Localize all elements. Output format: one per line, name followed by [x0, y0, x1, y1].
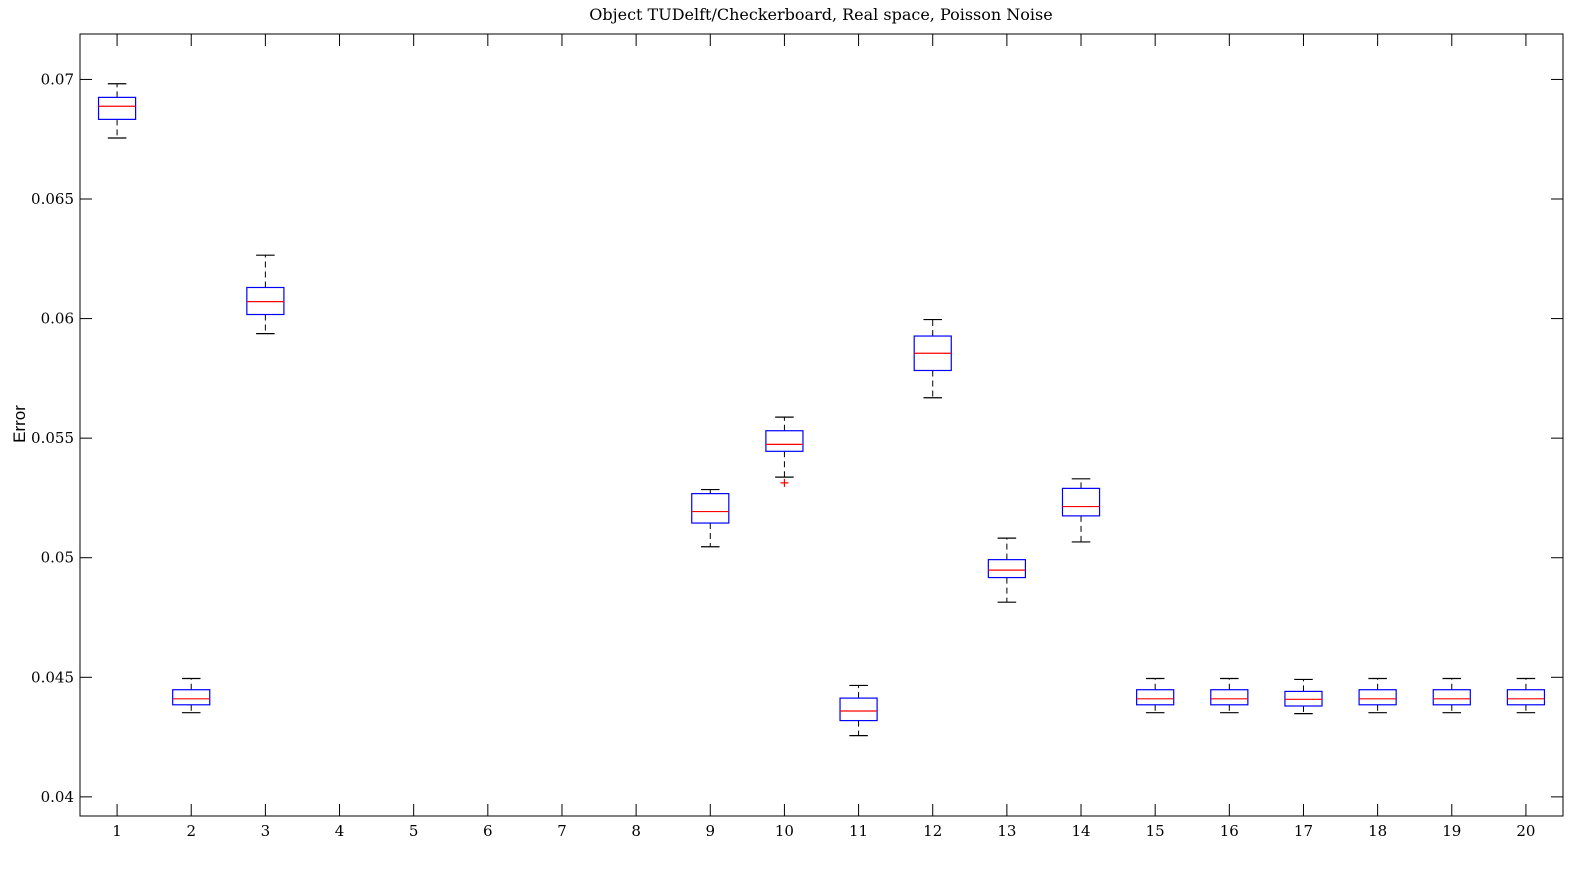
- x-tick-label: 12: [923, 822, 942, 840]
- box-iqr: [839, 697, 878, 722]
- x-tick-label: 5: [409, 822, 419, 840]
- box-iqr: [987, 559, 1027, 579]
- box-group: [246, 254, 285, 335]
- x-tick-label: 10: [775, 822, 794, 840]
- x-tick-label: 18: [1368, 822, 1387, 840]
- chart-title: Object TUDelft/Checkerboard, Real space,…: [589, 5, 1052, 24]
- box-iqr: [1210, 689, 1249, 706]
- y-tick-label: 0.045: [31, 668, 74, 686]
- box-group: [1432, 677, 1471, 714]
- box-group: [691, 488, 730, 548]
- box-group: [1284, 678, 1323, 715]
- box-iqr: [172, 689, 211, 706]
- y-tick-label: 0.065: [31, 190, 74, 208]
- x-tick-label: 1: [112, 822, 122, 840]
- box-group: [839, 684, 878, 737]
- box-iqr: [765, 430, 804, 452]
- x-tick-label: 9: [706, 822, 716, 840]
- x-tick-label: 8: [631, 822, 641, 840]
- y-tick-label: 0.06: [41, 310, 74, 328]
- y-tick-label: 0.07: [41, 70, 74, 88]
- boxes-layer: [97, 83, 1546, 737]
- y-tick-label: 0.055: [31, 429, 74, 447]
- x-tick-label: 20: [1516, 822, 1535, 840]
- box-group: [1136, 677, 1175, 714]
- box-iqr: [1136, 689, 1175, 706]
- box-group: [765, 416, 804, 487]
- box-group: [1506, 677, 1546, 714]
- x-tick-label: 7: [557, 822, 567, 840]
- box-group: [913, 318, 952, 399]
- box-group: [97, 83, 137, 139]
- x-tick-label: 16: [1220, 822, 1239, 840]
- box-group: [987, 537, 1027, 603]
- x-tick-label: 2: [186, 822, 196, 840]
- box-iqr: [97, 96, 137, 120]
- box-iqr: [1506, 689, 1546, 706]
- outlier-marker: [780, 478, 789, 487]
- box-iqr: [1358, 689, 1397, 706]
- x-tick-label: 15: [1146, 822, 1165, 840]
- x-tick-label: 19: [1442, 822, 1461, 840]
- y-axis-label: Error: [10, 405, 29, 443]
- x-tick-label: 3: [261, 822, 271, 840]
- x-tick-label: 4: [335, 822, 345, 840]
- box-iqr: [1432, 689, 1471, 706]
- x-tick-label: 13: [997, 822, 1016, 840]
- x-tick-label: 6: [483, 822, 493, 840]
- box-iqr: [1061, 487, 1101, 517]
- plot-area-frame: [79, 33, 1564, 817]
- x-tick-label: 11: [849, 822, 868, 840]
- box-group: [172, 677, 211, 714]
- box-iqr: [691, 493, 730, 524]
- y-tick-label: 0.04: [41, 788, 74, 806]
- box-group: [1061, 478, 1101, 543]
- box-group: [1210, 677, 1249, 714]
- y-tick-label: 0.05: [41, 549, 74, 567]
- box-group: [1358, 677, 1397, 714]
- x-tick-label: 14: [1071, 822, 1090, 840]
- x-tick-label: 17: [1294, 822, 1313, 840]
